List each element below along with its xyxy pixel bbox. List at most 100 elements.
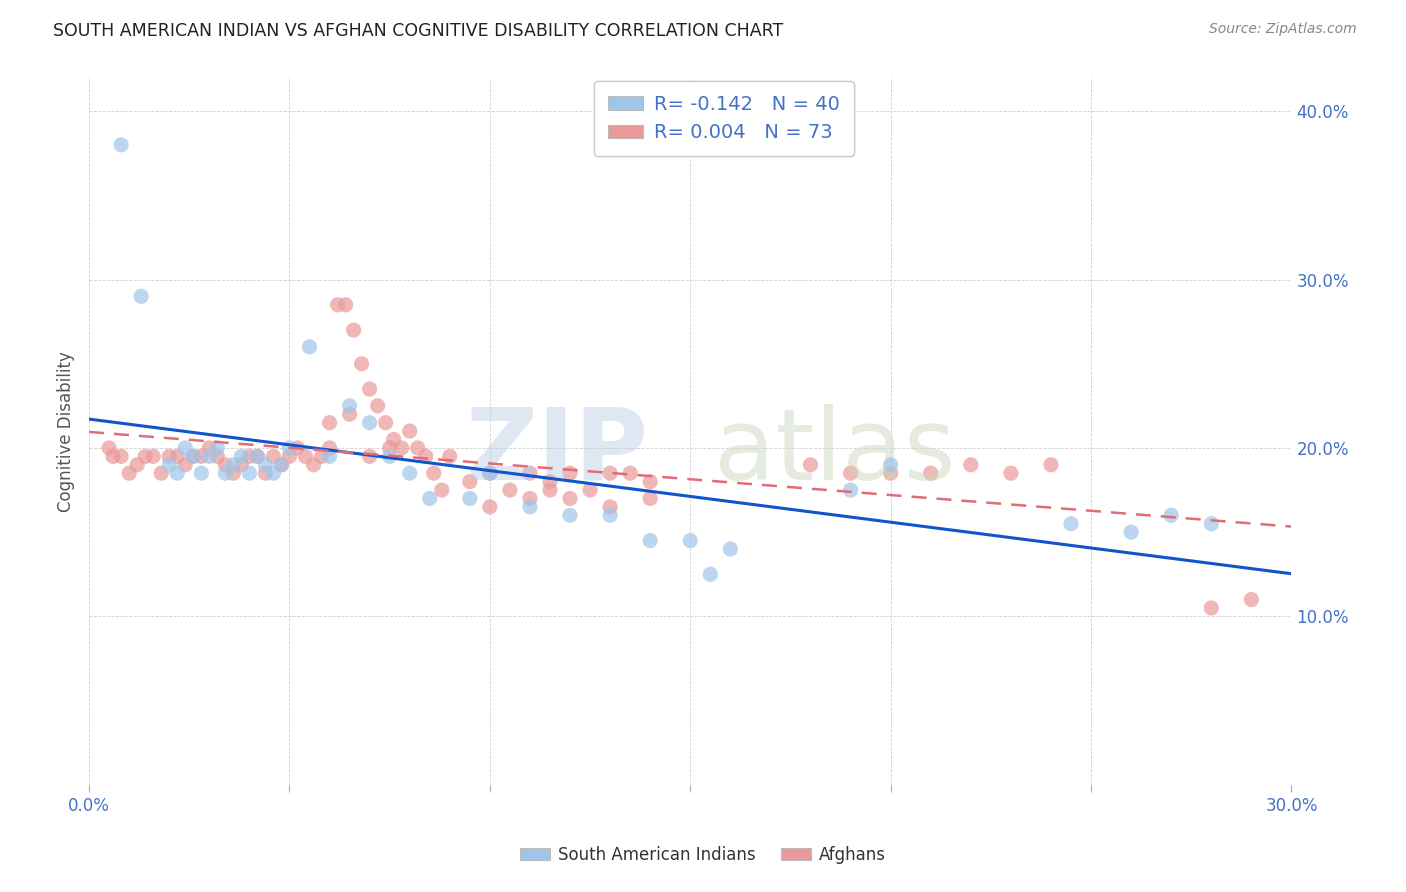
Point [579, 483, 602, 497]
Y-axis label: Cognitive Disability: Cognitive Disability [58, 351, 75, 511]
Point [406, 441, 429, 455]
Point [302, 458, 325, 472]
Point [378, 441, 401, 455]
Point [287, 441, 309, 455]
Point [478, 500, 501, 514]
Point [222, 458, 245, 472]
Point [181, 450, 204, 464]
Point [318, 441, 340, 455]
Point [190, 450, 212, 464]
Point [127, 458, 149, 472]
Point [538, 483, 561, 497]
Point [231, 458, 253, 472]
Point [398, 466, 420, 480]
Point [959, 458, 981, 472]
Point [879, 458, 901, 472]
Point [439, 450, 461, 464]
Point [262, 450, 284, 464]
Point [415, 450, 437, 464]
Point [839, 466, 862, 480]
Point [599, 466, 621, 480]
Point [157, 450, 180, 464]
Point [101, 450, 124, 464]
Point [278, 450, 301, 464]
Point [398, 424, 420, 438]
Point [262, 466, 284, 480]
Point [190, 466, 212, 480]
Text: Source: ZipAtlas.com: Source: ZipAtlas.com [1209, 22, 1357, 37]
Legend: R= -0.142   N = 40, R= 0.004   N = 73: R= -0.142 N = 40, R= 0.004 N = 73 [595, 81, 853, 156]
Point [98, 441, 121, 455]
Point [638, 475, 661, 489]
Text: SOUTH AMERICAN INDIAN VS AFGHAN COGNITIVE DISABILITY CORRELATION CHART: SOUTH AMERICAN INDIAN VS AFGHAN COGNITIV… [53, 22, 783, 40]
Point [166, 450, 188, 464]
Point [157, 458, 180, 472]
Legend: South American Indians, Afghans: South American Indians, Afghans [513, 839, 893, 871]
Point [619, 466, 641, 480]
Point [198, 441, 221, 455]
Point [359, 450, 381, 464]
Point [419, 491, 441, 506]
Point [538, 475, 561, 489]
Point [350, 357, 373, 371]
Point [799, 458, 821, 472]
Point [246, 450, 269, 464]
Point [1201, 516, 1223, 531]
Point [359, 416, 381, 430]
Point [129, 289, 152, 303]
Point [718, 541, 741, 556]
Point [458, 491, 481, 506]
Point [699, 567, 721, 582]
Point [367, 399, 389, 413]
Point [1000, 466, 1022, 480]
Point [150, 466, 173, 480]
Point [359, 382, 381, 396]
Point [270, 458, 292, 472]
Point [326, 298, 349, 312]
Point [174, 441, 197, 455]
Point [378, 450, 401, 464]
Point [1039, 458, 1062, 472]
Point [558, 508, 581, 523]
Point [519, 500, 541, 514]
Point [430, 483, 453, 497]
Point [270, 458, 292, 472]
Point [1240, 592, 1263, 607]
Point [1201, 601, 1223, 615]
Point [335, 298, 357, 312]
Point [478, 466, 501, 480]
Point [478, 466, 501, 480]
Point [118, 466, 141, 480]
Point [599, 500, 621, 514]
Text: atlas: atlas [714, 404, 956, 500]
Point [1121, 525, 1143, 540]
Point [638, 491, 661, 506]
Point [222, 466, 245, 480]
Point [254, 458, 277, 472]
Point [298, 340, 321, 354]
Point [499, 483, 522, 497]
Point [920, 466, 942, 480]
Point [166, 466, 188, 480]
Point [558, 491, 581, 506]
Point [214, 458, 236, 472]
Point [839, 483, 862, 497]
Point [391, 441, 413, 455]
Point [879, 466, 901, 480]
Point [382, 433, 405, 447]
Point [638, 533, 661, 548]
Point [1160, 508, 1182, 523]
Point [110, 137, 132, 152]
Point [339, 399, 361, 413]
Point [318, 450, 340, 464]
Point [246, 450, 269, 464]
Point [519, 491, 541, 506]
Point [207, 441, 229, 455]
Point [318, 416, 340, 430]
Point [181, 450, 204, 464]
Point [311, 450, 333, 464]
Point [679, 533, 702, 548]
Point [339, 407, 361, 421]
Point [231, 450, 253, 464]
Point [558, 466, 581, 480]
